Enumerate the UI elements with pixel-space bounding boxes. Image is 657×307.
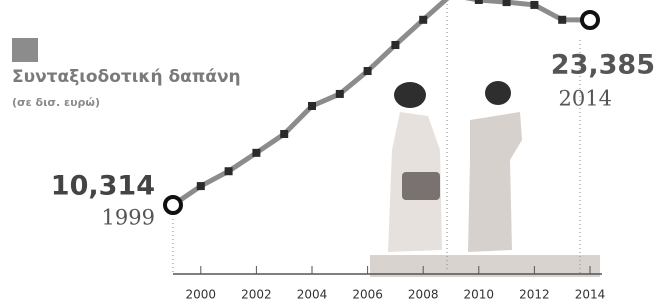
legend-swatch [12,38,38,62]
x-tick-label: 2014 [575,288,606,302]
x-tick-label: 2008 [408,288,439,302]
marker [419,16,427,24]
end-marker [165,197,181,213]
marker [391,41,399,49]
marker [530,1,538,9]
marker [197,182,205,190]
marker [336,90,344,98]
x-tick-label: 2010 [464,288,495,302]
x-tick-label: 2002 [241,288,272,302]
value-label: 10,314 [51,171,155,202]
marker [475,0,483,4]
marker [252,149,260,157]
value-label: 23,385 [551,50,655,81]
year-label: 2014 [559,87,612,111]
year-label: 1999 [102,206,155,230]
marker [280,130,288,138]
marker [364,67,372,75]
marker [308,102,316,110]
marker [225,167,233,175]
marker [558,16,566,24]
chart: Συνταξιοδοτική δαπάνη (σε δισ. ευρώ) 200… [0,0,657,307]
x-tick-label: 2012 [519,288,550,302]
end-marker [582,12,598,28]
x-tick-label: 2000 [186,288,217,302]
x-tick-label: 2006 [352,288,383,302]
line [173,0,590,205]
legend-label: Συνταξιοδοτική δαπάνη [12,67,241,87]
subtitle: (σε δισ. ευρώ) [12,96,100,109]
x-tick-label: 2004 [297,288,328,302]
marker [503,0,511,6]
